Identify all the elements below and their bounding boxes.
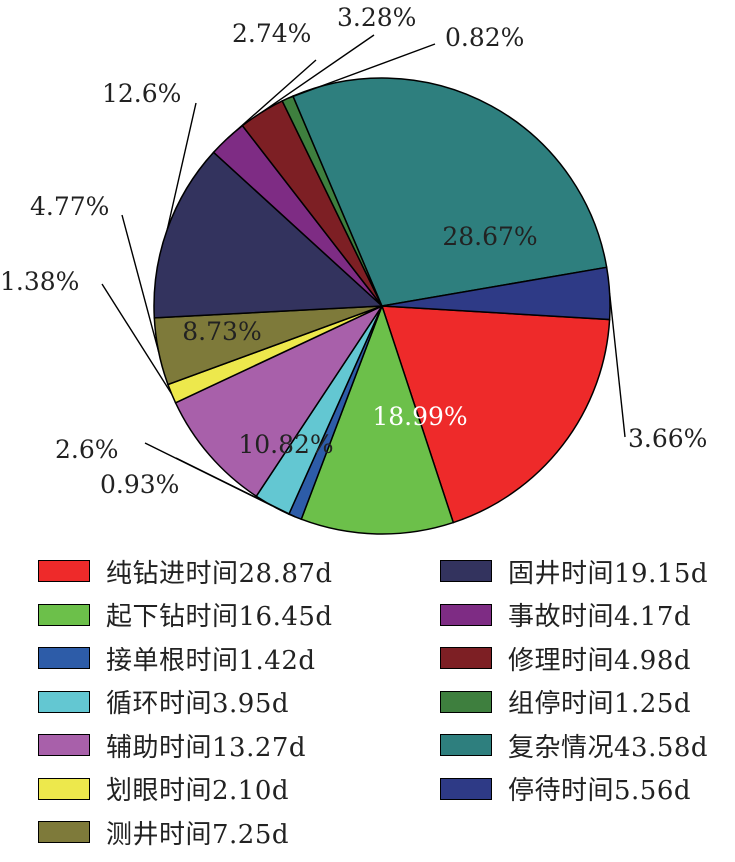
leader-lines <box>101 34 626 518</box>
pie-slice <box>174 304 385 498</box>
leader-line <box>101 283 173 395</box>
percent-label: 18.99% <box>372 402 467 431</box>
legend-swatch <box>38 690 90 713</box>
legend-item: 划眼时间2.10d <box>38 772 289 806</box>
legend-item: 修理时间4.98d <box>440 641 692 676</box>
legend-label: 循环时间3.95d <box>106 689 290 719</box>
percent-label: 28.67% <box>442 222 537 251</box>
legend-swatch <box>440 777 492 800</box>
leader-line <box>287 43 436 100</box>
pie-slice <box>300 303 455 535</box>
legend-item: 事故时间4.17d <box>440 598 691 632</box>
percent-label: 2.6% <box>55 435 119 464</box>
percent-label: 0.93% <box>100 470 179 499</box>
percent-labels: 18.99% 10.82% 0.93% 2.6% 8.73% 1.38% 4.77% 12.6… <box>0 3 707 499</box>
legend-swatch <box>440 690 492 713</box>
legend-item: 复杂情况43.58d <box>440 728 709 763</box>
percent-label: 2.74% <box>232 19 311 48</box>
legend-label: 纯钻进时间28.87d <box>106 558 333 589</box>
legend-item: 辅助时间13.27d <box>38 728 307 763</box>
legend-swatch <box>440 734 492 756</box>
percent-label: 12.6% <box>102 79 181 108</box>
percent-label: 8.73% <box>182 317 261 346</box>
legend-label: 组停时间1.25d <box>508 689 692 719</box>
leader-line <box>144 442 273 507</box>
percent-label: 4.77% <box>30 192 109 221</box>
pie-slice <box>380 305 611 524</box>
pie-slice <box>381 266 611 321</box>
legend-label: 辅助时间13.27d <box>106 732 307 763</box>
pie-slice <box>291 77 608 307</box>
legend-item: 停待时间5.56d <box>440 772 691 806</box>
legend-label: 停待时间5.56d <box>508 776 692 806</box>
legend-swatch <box>440 560 492 582</box>
legend-item: 纯钻进时间28.87d <box>38 554 333 589</box>
legend-swatch <box>38 821 90 843</box>
legend-item: 固井时间19.15d <box>440 554 709 589</box>
legend-label: 接单根时间1.42d <box>106 645 316 676</box>
legend-label: 测井时间7.25d <box>106 819 290 850</box>
legend: 纯钻进时间28.87d 起下钻时间16.45d 接单根时间1.42d 循环时间3.95… <box>0 540 735 862</box>
leader-line <box>226 59 317 139</box>
percent-label: 10.82% <box>238 430 333 459</box>
legend-swatch <box>38 777 90 800</box>
leader-line <box>261 34 375 113</box>
leader-line <box>166 102 197 230</box>
legend-label: 固井时间19.15d <box>508 558 709 589</box>
legend-swatch <box>38 603 90 626</box>
legend-swatch <box>38 734 90 756</box>
percent-label: 3.28% <box>337 3 416 32</box>
legend-swatch <box>440 647 492 669</box>
legend-swatch <box>38 560 90 582</box>
legend-label: 划眼时间2.10d <box>106 776 290 806</box>
pie-slices <box>153 77 611 535</box>
percent-label: 3.66% <box>628 424 707 453</box>
legend-item: 测井时间7.25d <box>38 815 290 850</box>
percent-label: 0.82% <box>445 23 524 52</box>
pie-slice <box>153 151 384 319</box>
legend-swatch <box>38 647 90 669</box>
legend-item: 接单根时间1.42d <box>38 641 316 676</box>
legend-swatch <box>440 603 492 626</box>
percent-label: 1.38% <box>0 267 79 296</box>
legend-item: 起下钻时间16.45d <box>38 598 333 632</box>
legend-label: 起下钻时间16.45d <box>106 602 333 632</box>
legend-item: 组停时间1.25d <box>440 685 691 719</box>
leader-line <box>608 293 626 438</box>
leader-line <box>121 214 160 352</box>
legend-label: 修理时间4.98d <box>508 645 692 676</box>
pie-chart: 18.99% 10.82% 0.93% 2.6% 8.73% 1.38% 4.77% 12.6… <box>0 3 707 535</box>
legend-item: 循环时间3.95d <box>38 685 289 719</box>
legend-label: 复杂情况43.58d <box>508 732 709 763</box>
legend-label: 事故时间4.17d <box>508 602 692 632</box>
